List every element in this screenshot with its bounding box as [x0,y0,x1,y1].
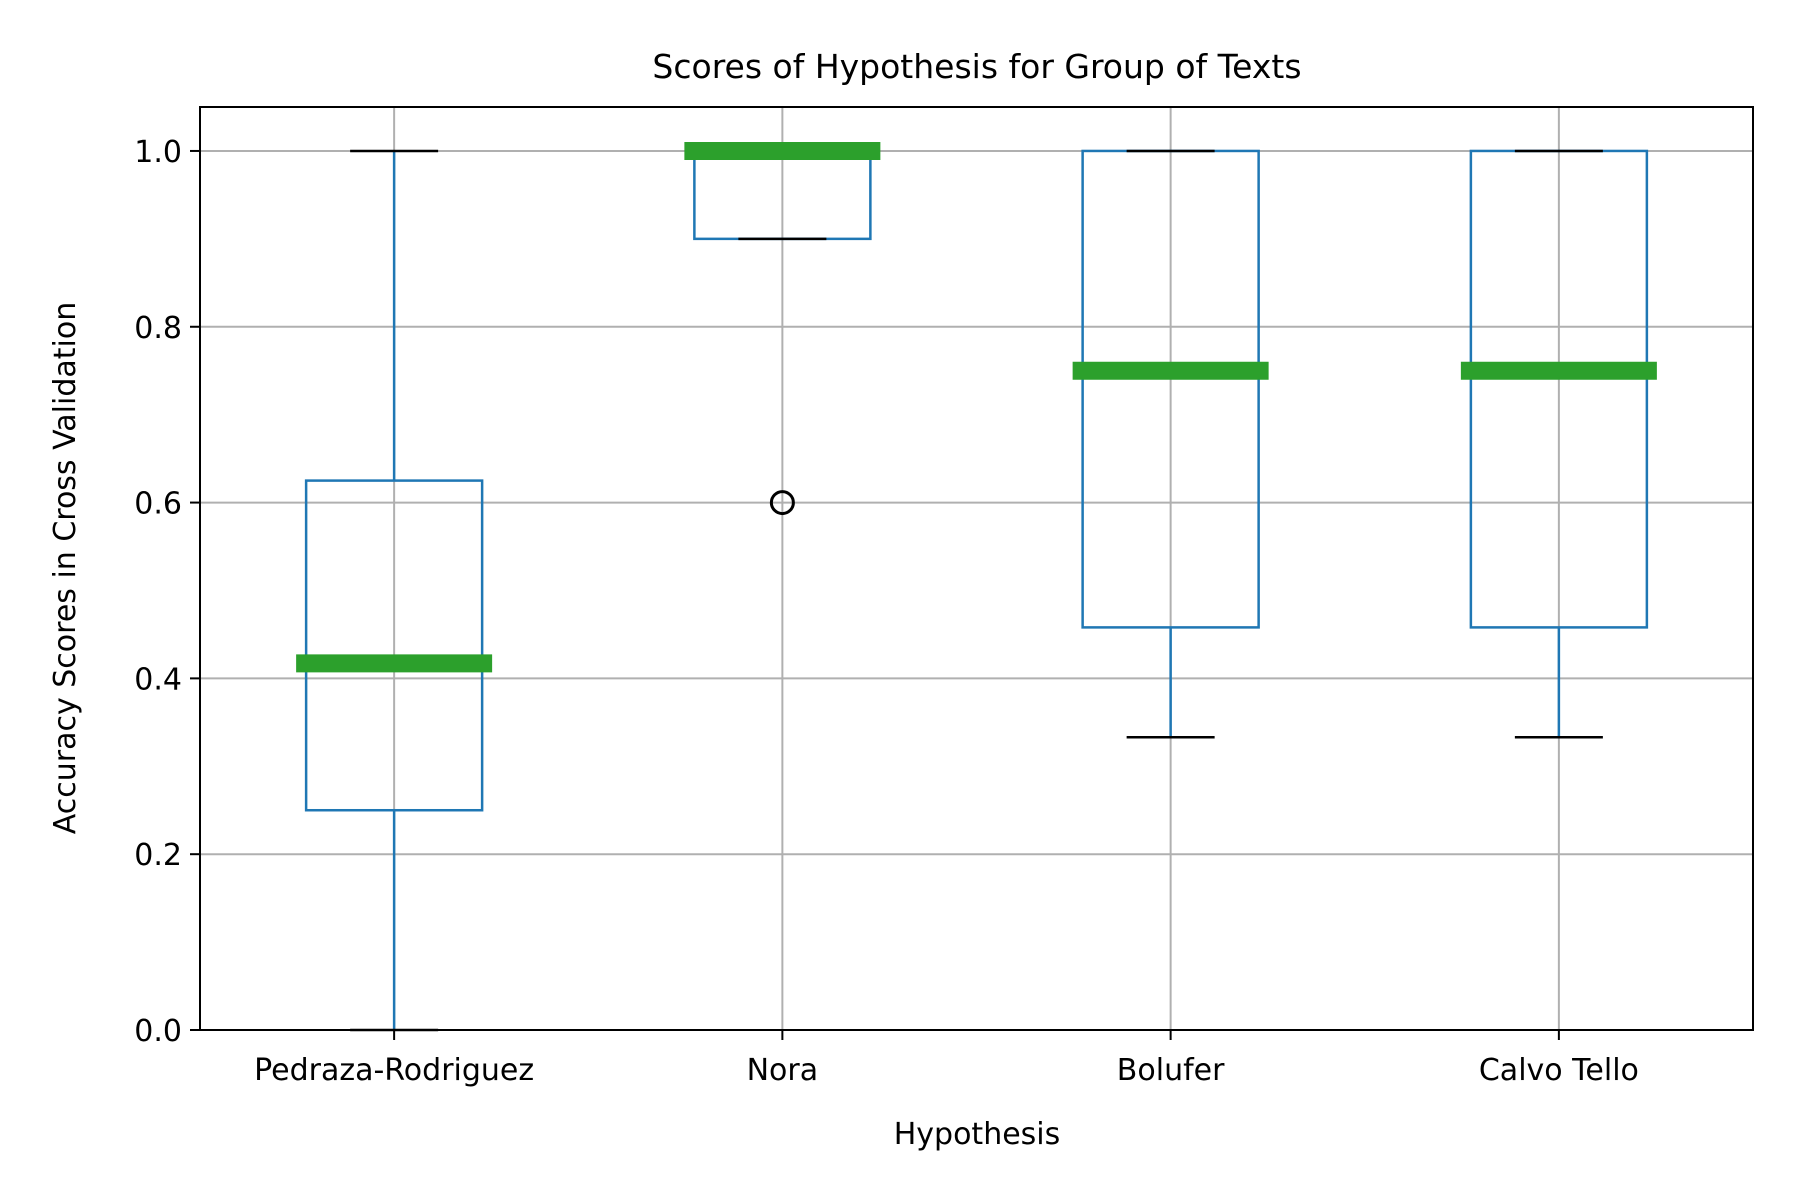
y-tick-label: 0.6 [134,487,182,522]
outlier-point [769,490,795,516]
plot-frame [199,106,1754,1031]
y-axis-title: Accuracy Scores in Cross Validation [48,302,83,835]
x-category-label: Bolufer [1117,1053,1225,1088]
box-group-calvo-tello [1460,149,1657,739]
x-category-label: Calvo Tello [1479,1053,1639,1088]
y-tick-label: 0.2 [134,838,182,873]
box-group-nora [684,141,881,516]
y-tick-label: 0.8 [134,311,182,346]
chart-title: Scores of Hypothesis for Group of Texts [652,47,1301,86]
y-tick-label: 0.0 [134,1014,182,1049]
boxes-layer [296,141,1657,1032]
x-category-label: Pedraza-Rodriguez [254,1053,534,1088]
x-axis: Pedraza-Rodriguez Nora Bolufer Calvo Tello [254,1030,1639,1088]
x-axis-title: Hypothesis [894,1117,1061,1152]
box-iqr [304,479,484,812]
x-category-label: Nora [747,1053,819,1088]
box-group-bolufer [1072,149,1269,739]
grid-lines [200,107,1753,1031]
y-tick-label: 1.0 [134,135,182,170]
y-axis: 0.0 0.2 0.4 0.6 0.8 1.0 [134,135,200,1049]
y-tick-label: 0.4 [134,662,182,697]
